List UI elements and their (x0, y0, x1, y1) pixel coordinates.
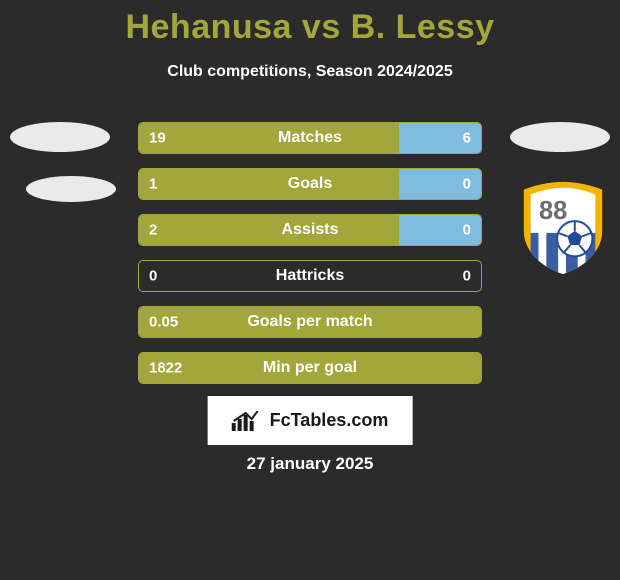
player-left-placeholder-icon (10, 122, 110, 152)
stat-label: Assists (282, 221, 339, 239)
stat-rows: 19 6 Matches 1 0 Goals 2 0 Assists 0 0 Hattricks 0.0… (138, 122, 482, 398)
watermark-text: FcTables.com (270, 410, 389, 431)
stat-row: 19 6 Matches (138, 122, 482, 154)
stat-row: 1 0 Goals (138, 168, 482, 200)
watermark-chart-icon (232, 411, 260, 431)
stat-fill-left (139, 169, 399, 199)
club-badge-icon: 88 (514, 178, 612, 276)
stat-label: Min per goal (263, 359, 357, 377)
stat-value-left: 0 (149, 268, 157, 285)
stat-row: 1822 Min per goal (138, 352, 482, 384)
stat-value-left: 1822 (149, 360, 182, 377)
date-text: 27 january 2025 (247, 454, 374, 474)
stat-value-right: 0 (463, 176, 471, 193)
stat-label: Hattricks (276, 267, 344, 285)
player-left-placeholder2-icon (26, 176, 116, 202)
watermark: FcTables.com (208, 396, 413, 445)
stat-row: 0 0 Hattricks (138, 260, 482, 292)
player-right-placeholder-icon (510, 122, 610, 152)
badge-number: 88 (539, 197, 567, 225)
stage: Hehanusa vs B. Lessy Club competitions, … (0, 0, 620, 580)
stat-fill-left (139, 123, 399, 153)
stat-label: Goals (288, 175, 332, 193)
stat-value-left: 1 (149, 176, 157, 193)
stat-value-left: 19 (149, 130, 166, 147)
stat-label: Goals per match (247, 313, 372, 331)
stat-fill-left (139, 215, 399, 245)
stat-row: 2 0 Assists (138, 214, 482, 246)
stat-value-left: 2 (149, 222, 157, 239)
stat-row: 0.05 Goals per match (138, 306, 482, 338)
stat-value-left: 0.05 (149, 314, 178, 331)
stat-value-right: 6 (463, 130, 471, 147)
stat-value-right: 0 (463, 222, 471, 239)
stat-value-right: 0 (463, 268, 471, 285)
stat-label: Matches (278, 129, 342, 147)
page-subtitle: Club competitions, Season 2024/2025 (0, 63, 620, 81)
page-title: Hehanusa vs B. Lessy (0, 0, 620, 47)
